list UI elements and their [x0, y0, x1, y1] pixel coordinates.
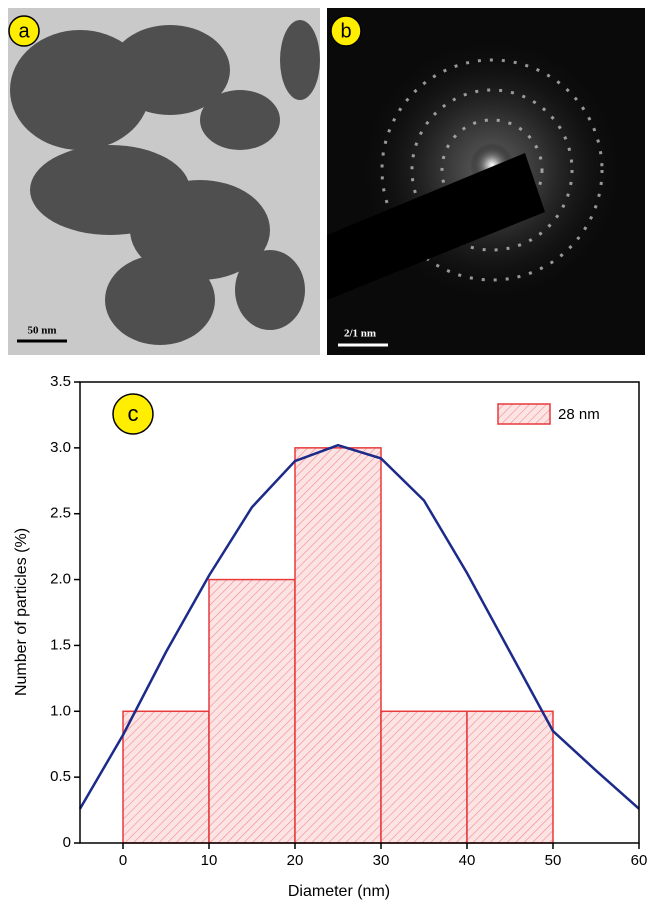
- histogram-bar: [123, 711, 209, 843]
- x-tick-label: 0: [119, 852, 127, 869]
- x-tick-label: 40: [459, 852, 476, 869]
- histogram-bar: [381, 711, 467, 843]
- panel-label: a: [18, 20, 30, 42]
- panel-a: a 50 nm: [8, 8, 320, 355]
- histogram-bar: [209, 580, 295, 843]
- y-tick-label: 3.5: [50, 373, 71, 390]
- histogram-bar: [467, 711, 553, 843]
- x-tick-label: 10: [201, 852, 218, 869]
- y-tick-label: 0: [63, 834, 71, 851]
- legend-swatch: [498, 404, 550, 424]
- y-tick-label: 1.5: [50, 636, 71, 653]
- panel-label: b: [340, 20, 351, 42]
- y-tick-label: 0.5: [50, 768, 71, 785]
- x-tick-label: 30: [373, 852, 390, 869]
- x-tick-label: 60: [631, 852, 647, 869]
- legend-label: 28 nm: [558, 406, 600, 423]
- panel-b: b 2/1 nm: [327, 8, 645, 355]
- page: {"panels": { "a": {"label": "a", "scale_…: [0, 0, 647, 906]
- scale-bar-label: 50 nm: [27, 325, 56, 337]
- y-tick-label: 1.0: [50, 702, 71, 719]
- x-axis-title: Diameter (nm): [288, 883, 390, 900]
- figure: a 50 nm b 2/1 nm Diameter (nm) Number of…: [0, 0, 647, 906]
- x-tick-label: 50: [545, 852, 562, 869]
- chart: Diameter (nm) Number of particles (%) 0 0…: [13, 373, 647, 900]
- scale-bar-label: 2/1 nm: [344, 328, 376, 340]
- y-tick-label: 2.0: [50, 571, 71, 588]
- x-tick-label: 20: [287, 852, 304, 869]
- y-tick-label: 2.5: [50, 505, 71, 522]
- y-tick-label: 3.0: [50, 439, 71, 456]
- histogram-bar: [295, 448, 381, 843]
- panel-label: c: [128, 401, 139, 426]
- y-axis-title: Number of particles (%): [13, 528, 30, 696]
